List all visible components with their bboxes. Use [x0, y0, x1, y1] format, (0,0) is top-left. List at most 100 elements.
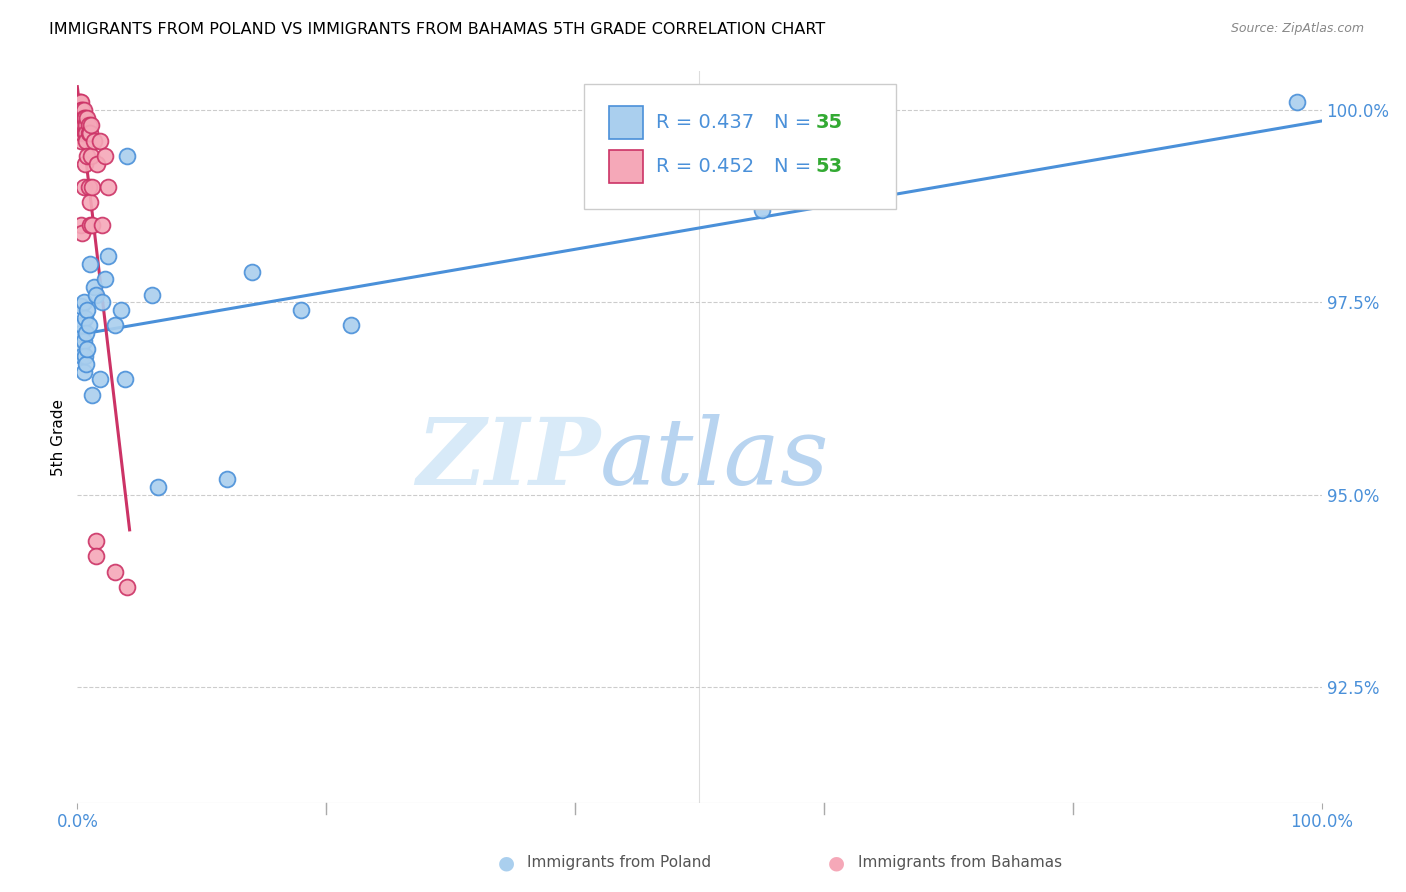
Point [79, 195, 101, 210]
Point [77, 318, 100, 333]
Point [72, 179, 94, 194]
Point [290, 303, 312, 318]
Point [110, 303, 132, 318]
Point [75, 126, 97, 140]
Point [141, 287, 163, 301]
Point [72, 111, 94, 125]
Point [84, 549, 107, 564]
Point [79, 219, 101, 233]
Point [70, 95, 93, 110]
Point [72, 103, 94, 117]
Point [240, 264, 263, 278]
Text: ●: ● [498, 853, 515, 872]
Point [69, 118, 91, 132]
Point [80, 118, 103, 132]
Point [70, 299, 93, 313]
Point [82, 219, 104, 233]
Point [104, 565, 127, 579]
Bar [609, 150, 644, 183]
Point [93, 149, 115, 163]
Point [67, 103, 90, 117]
Point [72, 118, 94, 132]
Point [73, 157, 96, 171]
FancyBboxPatch shape [583, 84, 896, 209]
Point [69, 95, 91, 110]
Text: ZIP: ZIP [416, 414, 600, 504]
Point [340, 318, 363, 333]
Text: N =: N = [775, 157, 818, 176]
Point [72, 226, 94, 240]
Point [76, 303, 98, 318]
Point [72, 103, 94, 117]
Point [70, 118, 93, 132]
Point [73, 349, 96, 363]
Point [93, 272, 115, 286]
Bar [609, 106, 644, 139]
Point [75, 326, 97, 340]
Point [73, 310, 96, 325]
Text: Immigrants from Bahamas: Immigrants from Bahamas [858, 855, 1062, 870]
Text: Source: ZipAtlas.com: Source: ZipAtlas.com [1230, 22, 1364, 36]
Point [76, 342, 98, 356]
Point [75, 118, 97, 132]
Point [72, 118, 94, 132]
Text: atlas: atlas [600, 414, 830, 504]
Point [148, 480, 170, 494]
Text: R = 0.452: R = 0.452 [657, 157, 754, 176]
Point [84, 534, 107, 549]
Point [76, 111, 98, 125]
Point [69, 111, 91, 125]
Point [80, 149, 103, 163]
Point [77, 179, 100, 194]
Point [67, 111, 90, 125]
Point [70, 219, 93, 233]
Point [72, 111, 94, 125]
Point [104, 318, 127, 333]
Point [83, 134, 105, 148]
Text: 35: 35 [815, 113, 842, 132]
Point [75, 357, 97, 371]
Text: 53: 53 [815, 157, 842, 176]
Point [97, 179, 120, 194]
Point [73, 126, 96, 140]
Point [73, 111, 96, 125]
Point [67, 95, 90, 110]
Point [89, 372, 111, 386]
Point [115, 149, 138, 163]
Text: N =: N = [775, 113, 818, 132]
Point [91, 295, 114, 310]
Point [79, 126, 101, 140]
Point [70, 111, 93, 125]
Point [751, 202, 773, 217]
Point [83, 280, 105, 294]
Point [69, 103, 91, 117]
Point [72, 126, 94, 140]
Point [72, 334, 94, 348]
Point [70, 126, 93, 140]
Text: IMMIGRANTS FROM POLAND VS IMMIGRANTS FROM BAHAMAS 5TH GRADE CORRELATION CHART: IMMIGRANTS FROM POLAND VS IMMIGRANTS FRO… [49, 22, 825, 37]
Point [76, 149, 98, 163]
Point [89, 134, 111, 148]
Point [84, 287, 107, 301]
Point [82, 388, 104, 402]
Point [67, 118, 90, 132]
Point [72, 349, 94, 363]
Point [72, 295, 94, 310]
Point [70, 103, 93, 117]
Point [70, 134, 93, 148]
Y-axis label: 5th Grade: 5th Grade [51, 399, 66, 475]
Point [77, 118, 100, 132]
Point [114, 372, 136, 386]
Point [72, 365, 94, 379]
Point [215, 472, 238, 486]
Point [70, 342, 93, 356]
Text: Immigrants from Poland: Immigrants from Poland [527, 855, 711, 870]
Point [70, 326, 93, 340]
Point [97, 249, 120, 263]
Text: ●: ● [828, 853, 845, 872]
Point [82, 179, 104, 194]
Point [91, 219, 114, 233]
Point [79, 257, 101, 271]
Point [75, 134, 97, 148]
Point [86, 157, 108, 171]
